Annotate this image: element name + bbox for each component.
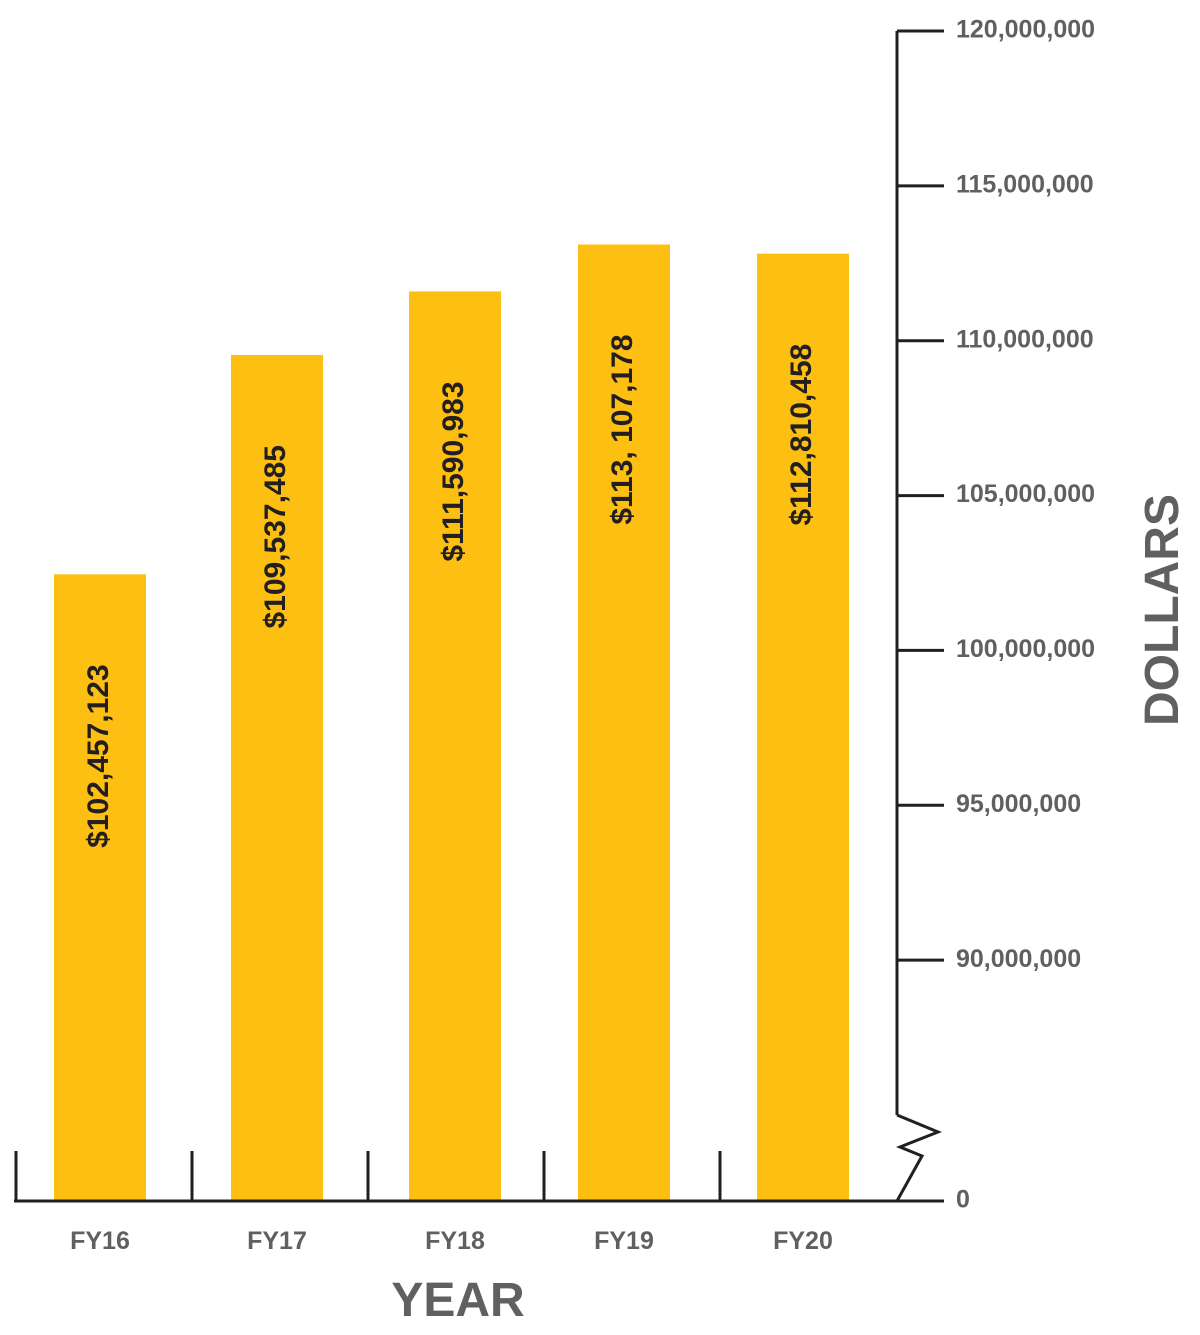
y-tick-label: 90,000,000 [956, 945, 1081, 973]
x-tick-label: FY16 [70, 1227, 130, 1255]
y-tick-label: 110,000,000 [956, 325, 1094, 353]
x-axis: FY16 FY17 FY18 FY19 FY20 [14, 1151, 944, 1255]
y-tick-label: 0 [956, 1186, 970, 1214]
y-tick-label: 120,000,000 [956, 16, 1095, 44]
y-tick-label: 95,000,000 [956, 790, 1081, 818]
bar-fy19 [578, 244, 670, 1202]
x-tick-label: FY17 [247, 1227, 307, 1255]
bar-value-label: $111,590,983 [437, 381, 470, 561]
bar-fy18 [409, 291, 501, 1201]
bar-fy20 [757, 253, 849, 1201]
y-axis-title: DOLLARS [1136, 494, 1189, 726]
bar-fy16 [54, 574, 146, 1201]
y-axis-break [895, 1113, 942, 1202]
bar-value-label: $109,537,485 [259, 445, 292, 629]
y-axis: 0 90,000,000 95,000,000 100,000,000 105,000,… [895, 16, 1095, 1214]
bar-fy17 [231, 355, 323, 1201]
x-tick-label: FY18 [425, 1227, 485, 1255]
x-tick-label: FY19 [594, 1227, 654, 1255]
bar-value-label: $113, 107,178 [606, 334, 639, 524]
y-tick-label: 100,000,000 [956, 635, 1095, 663]
bar-value-label: $102,457,123 [82, 664, 115, 848]
y-tick-label: 105,000,000 [956, 480, 1095, 508]
bar-value-label: $112,810,458 [785, 344, 818, 526]
x-tick-label: FY20 [773, 1227, 833, 1255]
bar-value-labels: $102,457,123 $109,537,485 $111,590,983 $113… [82, 334, 818, 847]
x-axis-title: YEAR [391, 1274, 524, 1327]
y-tick-label: 115,000,000 [956, 170, 1094, 198]
bars-group [54, 244, 849, 1202]
